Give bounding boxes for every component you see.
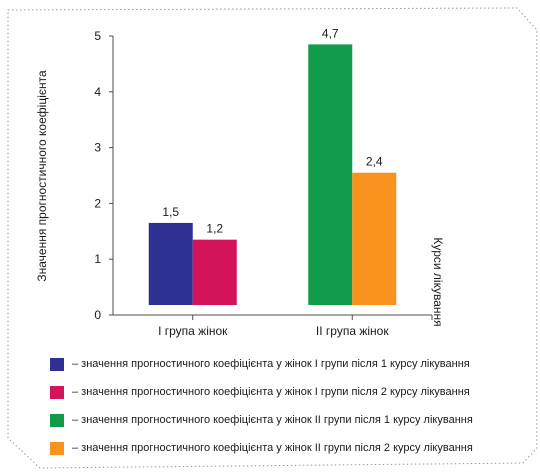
data-label: 1,2 — [206, 222, 223, 236]
legend-item: – значення прогностичного коефіцієнта у … — [50, 350, 530, 378]
data-label: 4,7 — [322, 26, 339, 40]
legend-item: – значення прогностичного коефіцієнта у … — [50, 378, 530, 406]
x-axis-title: Курси лікування — [431, 237, 445, 326]
legend-item: – значення прогностичного коефіцієнта у … — [50, 406, 530, 434]
legend-label: – значення прогностичного коефіцієнта у … — [72, 386, 470, 398]
bar — [192, 239, 237, 305]
y-tick-label: 2 — [94, 196, 101, 210]
legend-label: – значення прогностичного коефіцієнта у … — [72, 414, 473, 426]
bar — [308, 44, 353, 306]
legend-swatch — [50, 385, 64, 399]
legend-label: – значення прогностичного коефіцієнта у … — [72, 358, 470, 370]
legend-swatch — [50, 357, 64, 371]
y-tick-label: 5 — [94, 29, 101, 43]
bar — [352, 172, 397, 305]
frame-border — [7, 7, 538, 469]
x-tick-label: I група жінок — [158, 324, 228, 338]
y-tick-label: 3 — [94, 141, 101, 155]
y-tick-label: 4 — [94, 85, 101, 99]
legend-swatch — [50, 413, 64, 427]
y-tick-label: 1 — [94, 252, 101, 266]
y-tick-label: 0 — [94, 308, 101, 322]
y-axis-label: Значення прогностичного коефіцієнта — [35, 70, 49, 282]
legend-swatch — [50, 441, 64, 455]
legend: – значення прогностичного коефіцієнта у … — [50, 350, 530, 462]
data-label: 1,5 — [162, 205, 179, 219]
data-label: 2,4 — [366, 155, 383, 169]
legend-label: – значення прогностичного коефіцієнта у … — [72, 442, 473, 454]
bar — [148, 222, 193, 305]
legend-item: – значення прогностичного коефіцієнта у … — [50, 434, 530, 462]
x-tick-label: II група жінок — [316, 324, 389, 338]
